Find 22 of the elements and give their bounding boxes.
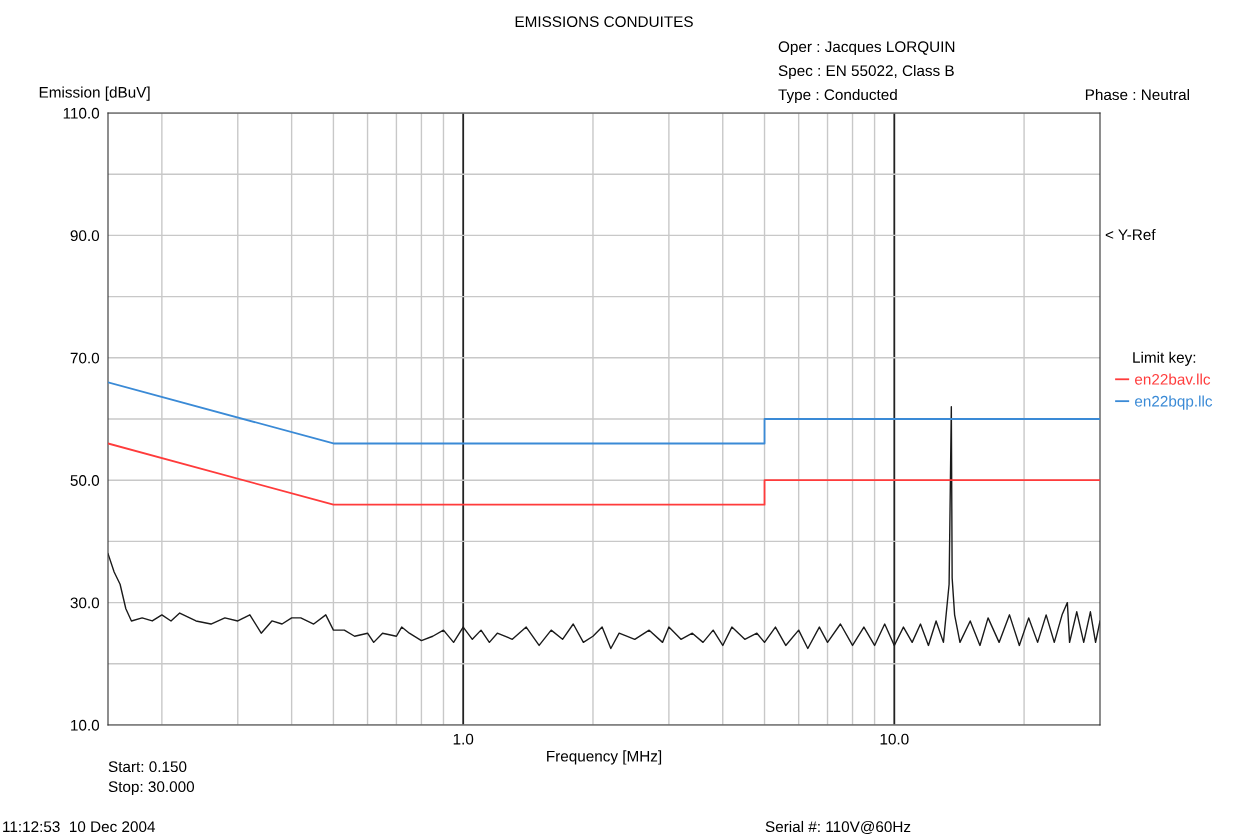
text: Serial #: 110V@60Hz (765, 820, 911, 835)
text: Type : Conducted (778, 88, 897, 104)
x-axis-title: Frequency [MHz] (547, 750, 662, 765)
y-tick-label: 50.0 (70, 475, 100, 486)
text: Oper : Jacques LORQUIN (778, 41, 955, 56)
text: < Y-Ref (1105, 228, 1156, 241)
x-tick-label: 1.0 (453, 733, 474, 745)
text: Stop: 30.000 (108, 781, 195, 796)
y-tick-label: 30.0 (70, 597, 100, 609)
y-axis-title: Emission [dBuV] (39, 86, 150, 101)
legend-label: en22bqp.llc (1135, 395, 1213, 410)
y-tick-label: 110.0 (63, 107, 100, 119)
chart-title: EMISSIONS CONDUITES (515, 16, 693, 28)
y-tick-label: 10.0 (71, 719, 100, 731)
text: Phase : Neutral (1085, 88, 1189, 101)
y-tick-label: 90.0 (70, 230, 100, 242)
text: 11:12:53 10 Dec 2004 (3, 821, 156, 833)
legend-label: en22bav.llc (1135, 373, 1211, 385)
text: Spec : EN 55022, Class B (778, 64, 954, 80)
legend-title: Limit key: (1133, 351, 1196, 366)
y-tick-label: 70.0 (70, 352, 100, 364)
text: Start: 0.150 (108, 761, 187, 773)
